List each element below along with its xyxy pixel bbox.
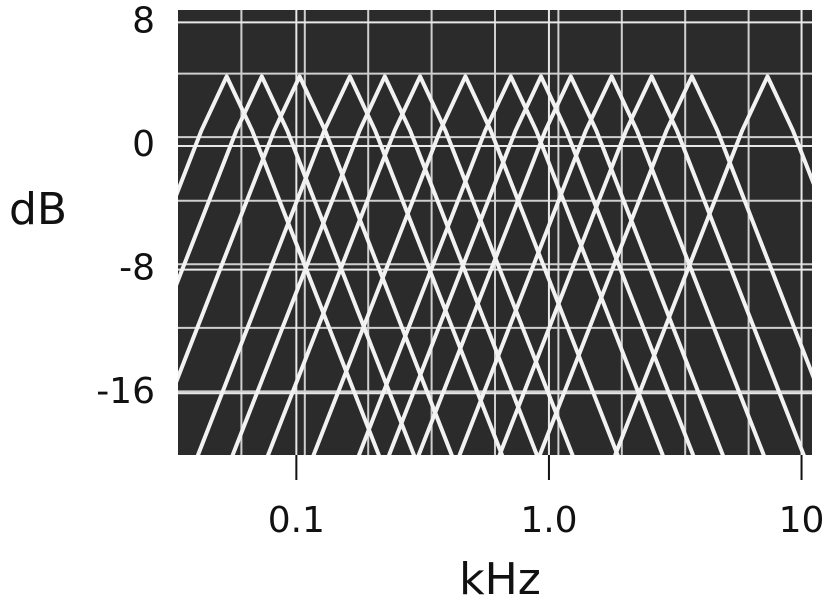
filter-response <box>457 74 766 455</box>
filter-response <box>178 74 381 455</box>
y-axis-label: dB <box>9 184 67 235</box>
filter-response <box>537 74 812 455</box>
x-tick-label: 1.0 <box>520 500 577 541</box>
filter-response <box>178 74 416 455</box>
filter-response <box>357 74 665 455</box>
x-tick-label: 0.1 <box>268 500 325 541</box>
filter-response <box>497 74 806 455</box>
y-tick-label: -8 <box>119 248 155 289</box>
x-axis-label: kHz <box>459 554 541 605</box>
filter-response <box>416 74 725 455</box>
y-tick-label: -16 <box>96 371 155 412</box>
x-tick-label: 10 <box>779 500 825 541</box>
filter-response <box>311 74 620 455</box>
y-tick-label: 8 <box>132 0 155 41</box>
filter-response <box>178 74 454 455</box>
filter-response <box>230 74 539 455</box>
curves <box>178 74 812 455</box>
filter-response <box>266 74 575 455</box>
filter-response <box>196 74 504 455</box>
filter-response <box>613 74 812 455</box>
filter-response <box>387 74 696 455</box>
y-tick-label: 0 <box>132 124 155 165</box>
